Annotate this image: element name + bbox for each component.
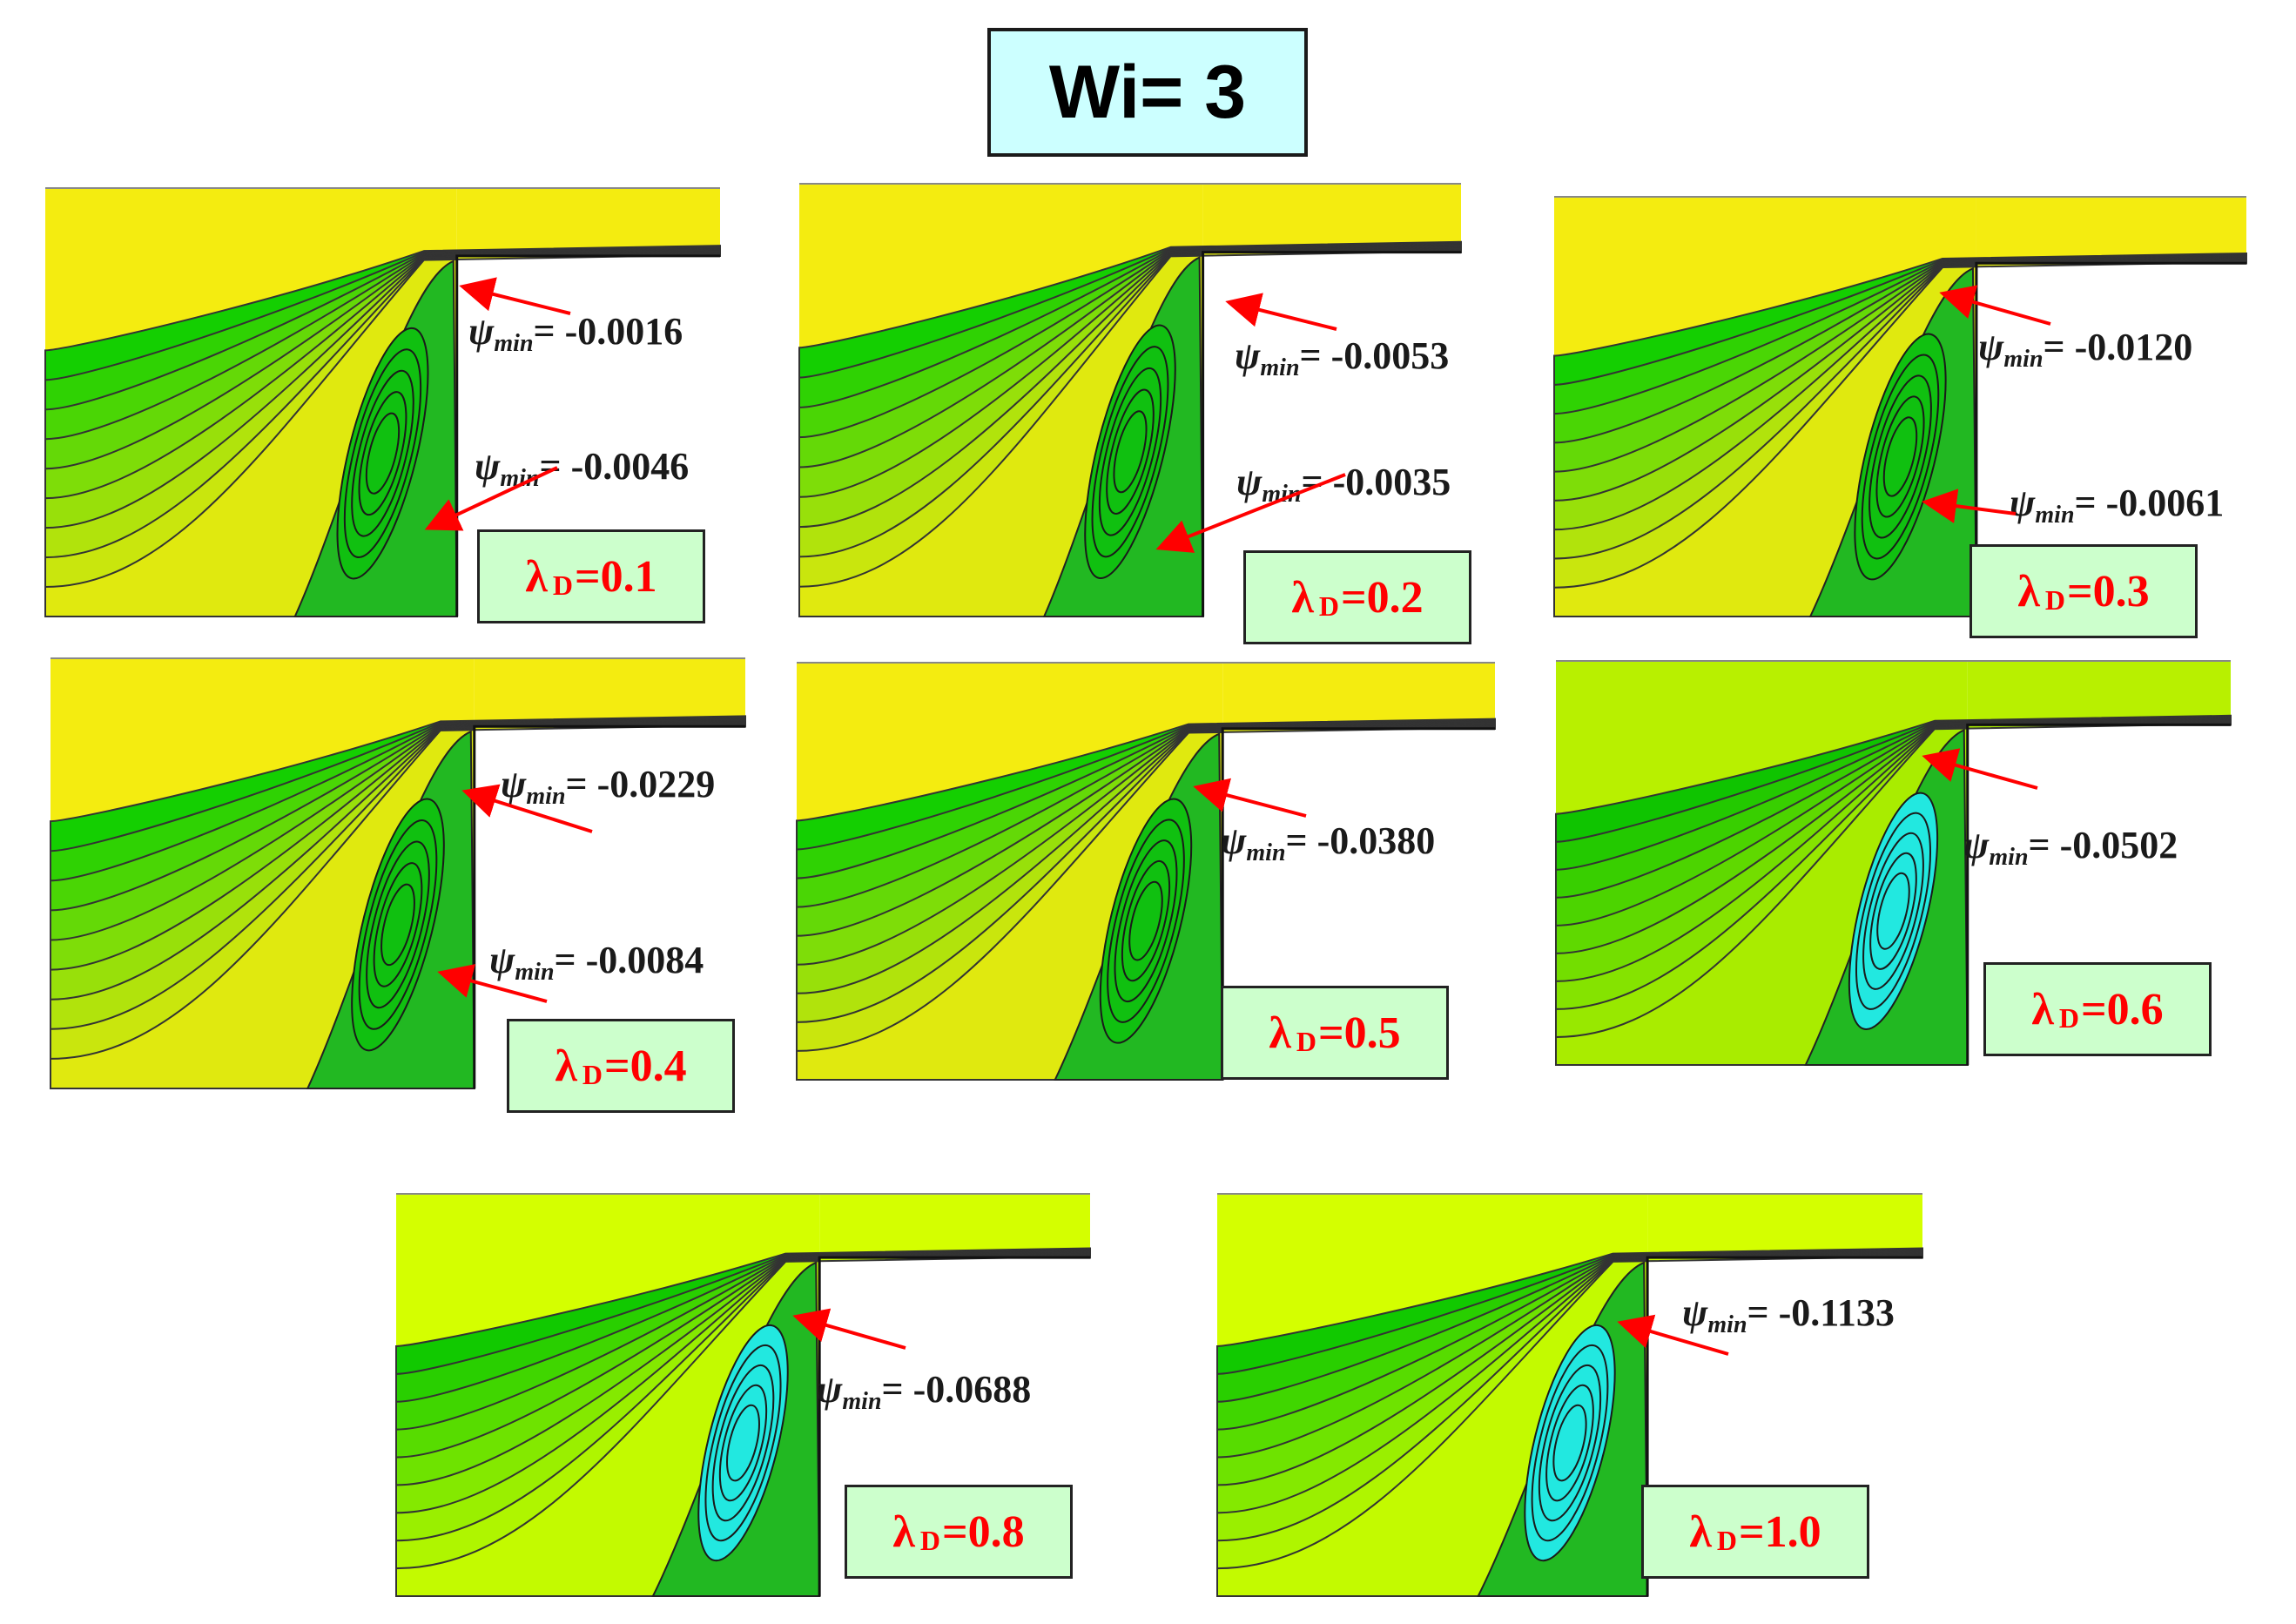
lambda-label-2: λ D =0.2 [1243, 550, 1471, 644]
vortex-contour [697, 1324, 789, 1562]
downstream-channel [1202, 183, 1461, 253]
vortex-contour [373, 862, 423, 987]
psi-min-label-7a: ψmin= -0.0688 [817, 1368, 1032, 1415]
psi-min-label-2a: ψmin= -0.0053 [1235, 334, 1450, 381]
downstream-channel [474, 657, 745, 727]
top-wall [799, 183, 1461, 185]
vortex-contour [1091, 346, 1169, 558]
top-wall [50, 657, 745, 659]
contour-panel-6 [1555, 660, 2232, 1066]
psi-min-label-1b: ψmin= -0.0046 [475, 445, 690, 492]
lambda-label-3: λ D =0.3 [1969, 544, 2198, 638]
step-wall [1221, 727, 1495, 1080]
top-wall [396, 1193, 1090, 1195]
psi-min-label-6a: ψmin= -0.0502 [1963, 824, 2178, 871]
vortex-contour [1861, 354, 1940, 560]
vortex-contour [718, 1384, 768, 1502]
step-wall [818, 1256, 1090, 1596]
contour-panel-8 [1216, 1193, 1923, 1597]
vortex-contour [365, 412, 401, 495]
title-box: Wi= 3 [987, 28, 1308, 157]
vortex-contour [1545, 1384, 1594, 1502]
psi-min-label-3a: ψmin= -0.0120 [1978, 326, 2193, 373]
downstream-channel [1647, 1193, 1922, 1258]
vortex-contour [351, 798, 445, 1052]
vortex-contour [1855, 812, 1932, 1010]
vortex-contour [726, 1404, 760, 1482]
psi-min-label-4a: ψmin= -0.0229 [501, 763, 716, 810]
lambda-label-6: λ D =0.6 [1983, 962, 2212, 1056]
vortex-contour [1524, 1324, 1616, 1562]
vortex-contour [1114, 839, 1178, 1003]
downstream-channel [1976, 196, 2246, 264]
contour-panel-5 [796, 662, 1496, 1081]
downstream-channel [1967, 660, 2231, 725]
psi-min-label-8a: ψmin= -0.1133 [1682, 1291, 1895, 1338]
vortex-contour [358, 819, 438, 1030]
vortex-contour [711, 1364, 775, 1522]
lambda-label-4: λ D =0.4 [507, 1019, 735, 1113]
vortex-contour [336, 327, 429, 580]
top-wall [797, 662, 1495, 664]
vortex-contour [1099, 798, 1193, 1044]
vortex-contour [1848, 792, 1939, 1030]
step-wall [1966, 723, 2231, 1065]
vortex-contour [343, 348, 422, 559]
step-wall [1975, 261, 2246, 617]
vortex-contour [1113, 410, 1148, 494]
vortex-contour [1121, 859, 1171, 982]
vortex-contour [366, 840, 430, 1009]
vortex-contour [1128, 880, 1163, 961]
vortex-contour [1538, 1364, 1602, 1522]
lambda-label-5: λ D =0.5 [1221, 986, 1449, 1080]
vortex-contour [1098, 367, 1162, 536]
vortex-contour [1107, 819, 1185, 1023]
contour-panel-3 [1553, 196, 2247, 617]
vortex-contour [1552, 1404, 1587, 1482]
top-wall [1554, 196, 2246, 198]
vortex-contour [1869, 852, 1917, 970]
contour-panel-1 [44, 187, 721, 617]
top-wall [1556, 660, 2231, 662]
psi-min-label-3b: ψmin= -0.0061 [2010, 482, 2225, 529]
psi-min-label-2b: ψmin= -0.0035 [1236, 461, 1451, 508]
vortex-contour [1084, 324, 1176, 580]
vortex-contour [380, 883, 415, 967]
contour-panel-4 [50, 657, 746, 1089]
title-text: Wi= 3 [1048, 50, 1247, 134]
vortex-contour [1882, 416, 1918, 497]
lambda-label-7: λ D =0.8 [845, 1485, 1073, 1579]
lambda-label-8: λ D =1.0 [1641, 1485, 1869, 1579]
psi-min-label-5a: ψmin= -0.0380 [1221, 819, 1436, 866]
contour-panel-2 [798, 183, 1462, 617]
contour-panel-7 [395, 1193, 1091, 1597]
vortex-contour [1862, 832, 1924, 990]
vortex-contour [1875, 395, 1925, 518]
top-wall [1217, 1193, 1922, 1195]
step-wall [1646, 1256, 1922, 1596]
vortex-contour [1854, 333, 1947, 581]
vortex-contour [1531, 1344, 1609, 1542]
vortex-contour [358, 391, 407, 516]
downstream-channel [456, 187, 720, 256]
vortex-contour [1106, 388, 1155, 515]
downstream-channel [819, 1193, 1090, 1258]
vortex-contour [351, 369, 414, 537]
vortex-contour [1868, 374, 1932, 539]
psi-min-label-1a: ψmin= -0.0016 [468, 310, 683, 357]
lambda-label-1: λ D =0.1 [477, 529, 705, 623]
downstream-channel [1222, 662, 1495, 729]
vortex-contour [1876, 872, 1910, 950]
vortex-contour [704, 1344, 782, 1542]
top-wall [45, 187, 720, 189]
psi-min-label-4b: ψmin= -0.0084 [489, 939, 704, 986]
